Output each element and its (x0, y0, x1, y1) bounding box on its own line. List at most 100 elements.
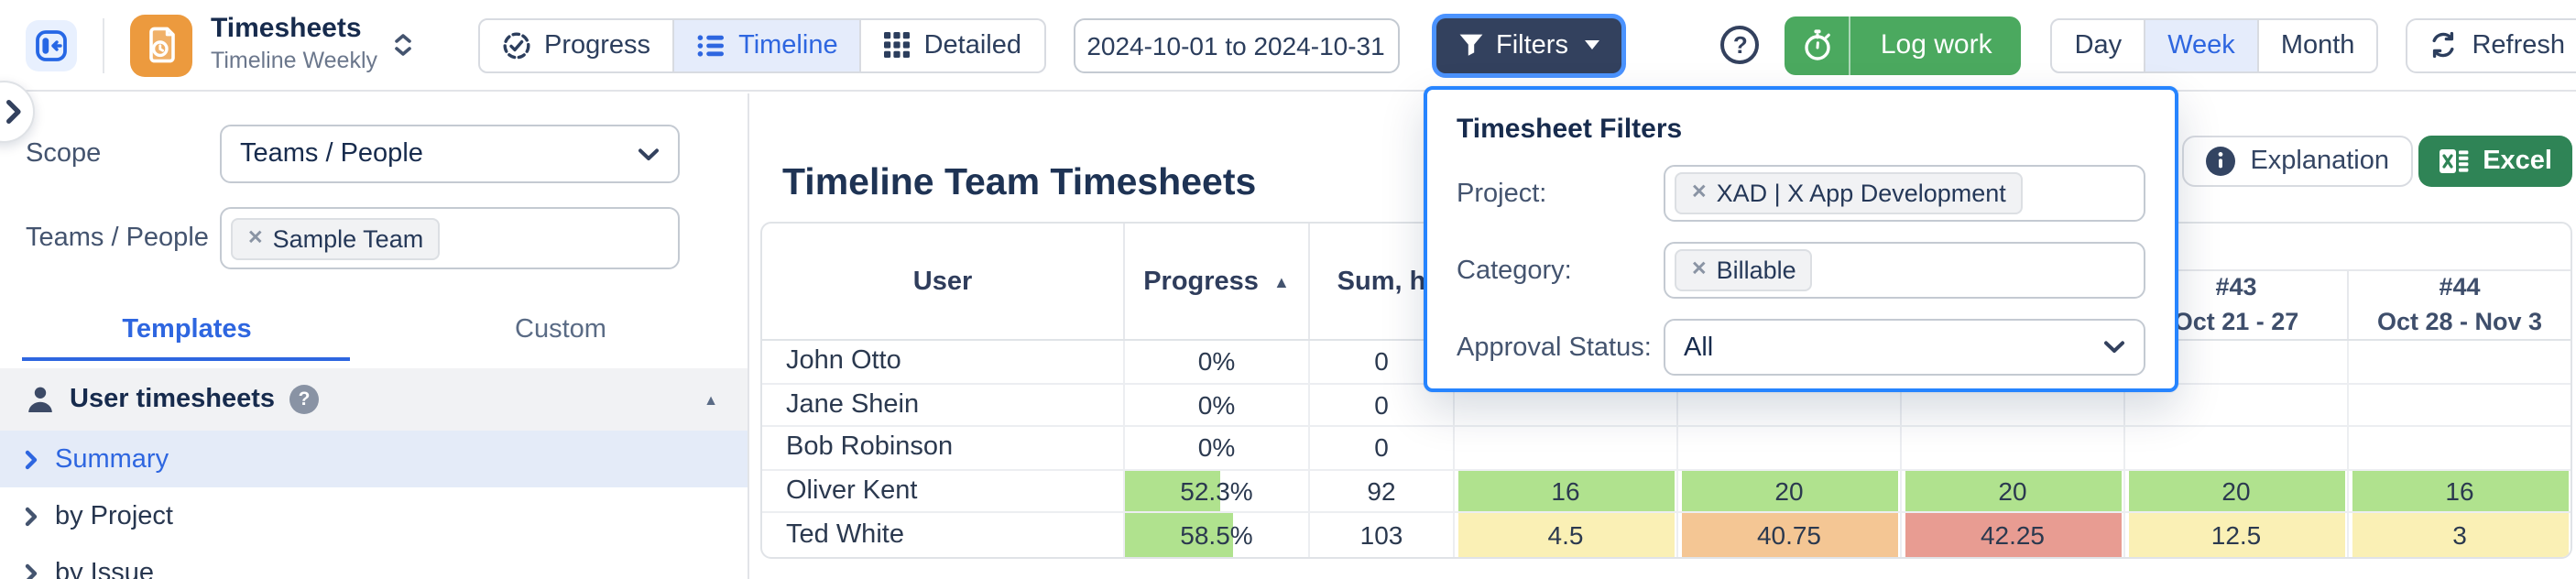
progress-value: 58.5% (1180, 520, 1253, 551)
remove-tag-icon[interactable]: ✕ (1691, 181, 1708, 204)
sum-cell: 92 (1310, 470, 1455, 512)
week-cell[interactable] (1678, 384, 1902, 426)
category-label: Category: (1457, 256, 1572, 285)
collapse-sidebar-button[interactable] (26, 19, 77, 71)
week-cell[interactable] (2349, 384, 2571, 425)
week-cell[interactable] (1678, 427, 1902, 469)
excel-export-button[interactable]: Excel (2418, 136, 2572, 187)
popup-title: Timesheet Filters (1457, 114, 1683, 145)
excel-icon (2439, 147, 2470, 176)
view-detailed-label: Detailed (923, 30, 1021, 60)
week-cell[interactable] (2125, 341, 2349, 383)
week-cell[interactable] (2125, 384, 2349, 426)
progress-header-label: Progress (1143, 267, 1259, 296)
week-cell[interactable]: 40.75 (1678, 513, 1902, 557)
teams-people-input[interactable]: ✕ Sample Team (220, 207, 680, 269)
section-user-timesheets[interactable]: User timesheets ? ▲ (0, 368, 748, 431)
period-week-button[interactable]: Week (2145, 17, 2259, 72)
week-cell[interactable]: 3 (2349, 513, 2571, 557)
info-icon (2206, 147, 2236, 176)
chevron-right-icon (22, 448, 40, 470)
week-cell[interactable] (1455, 427, 1678, 469)
view-timeline-label: Timeline (738, 30, 838, 60)
scope-select[interactable]: Teams / People (220, 125, 680, 183)
approval-status-select[interactable]: All (1664, 319, 2145, 376)
tab-templates[interactable]: Templates (122, 315, 252, 344)
sidebar-item-summary[interactable]: Summary (0, 431, 748, 487)
week-cell[interactable] (1455, 384, 1678, 426)
week-cell[interactable]: 20 (1902, 470, 2125, 512)
sidebar: Scope Teams / People Teams / People ✕ Sa… (0, 93, 749, 579)
person-icon (26, 385, 55, 414)
week-cell[interactable] (1902, 427, 2125, 469)
user-cell: Oliver Kent (762, 470, 1125, 512)
week-header-44[interactable]: #44 Oct 28 - Nov 3 (2349, 271, 2571, 339)
view-progress-label: Progress (544, 30, 651, 60)
week-cell[interactable]: 42.25 (1902, 513, 2125, 557)
progress-bar (1125, 513, 1232, 557)
week-cell[interactable]: 4.5 (1455, 513, 1678, 557)
question-mark-icon: ? (1732, 31, 1748, 59)
filters-button[interactable]: Filters (1435, 17, 1621, 72)
topbar-divider (103, 17, 104, 72)
approval-filter-row: Approval Status: All (1457, 319, 2145, 376)
column-header-user[interactable]: User (762, 224, 1125, 339)
table-row[interactable]: Jane Shein 0% 0 (762, 384, 2571, 428)
section-title: User timesheets (70, 385, 276, 414)
hours-value: 16 (1457, 470, 1674, 512)
week-cell[interactable] (2349, 427, 2571, 468)
refresh-button[interactable]: Refresh (2406, 17, 2576, 72)
view-timeline-button[interactable]: Timeline (674, 17, 862, 72)
project-filter-input[interactable]: ✕ XAD | X App Development (1664, 165, 2145, 222)
caret-down-icon (1584, 40, 1599, 49)
week-cell[interactable] (2125, 427, 2349, 469)
period-day-label: Day (2074, 30, 2123, 60)
week-cell[interactable] (1902, 384, 2125, 426)
category-filter-input[interactable]: ✕ Billable (1664, 242, 2145, 299)
progress-bar (1125, 470, 1221, 512)
tab-custom[interactable]: Custom (515, 315, 606, 344)
view-detailed-button[interactable]: Detailed (861, 17, 1045, 72)
week-number: #44 (2439, 273, 2481, 301)
chevron-up-icon (394, 33, 412, 44)
excel-label: Excel (2483, 147, 2552, 176)
period-month-button[interactable]: Month (2258, 17, 2379, 72)
chevron-down-icon (638, 147, 660, 160)
page-title: Timeline Team Timesheets (782, 160, 1257, 203)
project-label: Project: (1457, 179, 1547, 208)
week-cell[interactable]: 20 (2125, 470, 2349, 512)
sum-cell: 0 (1310, 384, 1455, 426)
date-range-input[interactable] (1073, 17, 1399, 72)
remove-tag-icon[interactable]: ✕ (1691, 258, 1708, 281)
week-cell[interactable]: 16 (2349, 470, 2571, 512)
dashboard-switcher-button[interactable] (390, 29, 416, 60)
scope-select-value: Teams / People (240, 139, 423, 169)
hours-value: 16 (2352, 470, 2568, 512)
explanation-label: Explanation (2250, 147, 2389, 176)
week-cell[interactable]: 16 (1455, 470, 1678, 512)
chevron-down-icon (394, 46, 412, 57)
table-row[interactable]: Ted White 58.5% 103 4.5 40.75 42.25 12.5… (762, 513, 2571, 557)
week-cell[interactable] (2349, 341, 2571, 382)
table-row[interactable]: Oliver Kent 52.3% 92 16 20 20 20 16 (762, 470, 2571, 514)
week-cell[interactable]: 20 (1678, 470, 1902, 512)
team-tag-label: Sample Team (272, 224, 424, 252)
progress-cell: 0% (1125, 341, 1310, 383)
period-day-button[interactable]: Day (2050, 17, 2146, 72)
log-work-button[interactable]: Log work (1785, 16, 2022, 74)
explanation-button[interactable]: Explanation (2182, 136, 2413, 187)
sidebar-item-by-issue[interactable]: by Issue (0, 544, 748, 579)
sidebar-item-by-project[interactable]: by Project (0, 487, 748, 544)
week-cell[interactable]: 12.5 (2125, 513, 2349, 557)
column-header-progress[interactable]: Progress ▲ (1125, 224, 1310, 339)
week-header-43[interactable]: #43 Oct 21 - 27 (2125, 271, 2349, 339)
view-progress-button[interactable]: Progress (478, 17, 675, 72)
section-collapse-icon[interactable]: ▲ (704, 391, 718, 408)
section-help-icon[interactable]: ? (289, 385, 320, 414)
help-button[interactable]: ? (1720, 26, 1760, 64)
week-number: #43 (2215, 273, 2257, 301)
scope-row: Scope Teams / People (26, 125, 680, 183)
remove-tag-icon[interactable]: ✕ (247, 226, 264, 249)
table-row[interactable]: Bob Robinson 0% 0 (762, 427, 2571, 471)
